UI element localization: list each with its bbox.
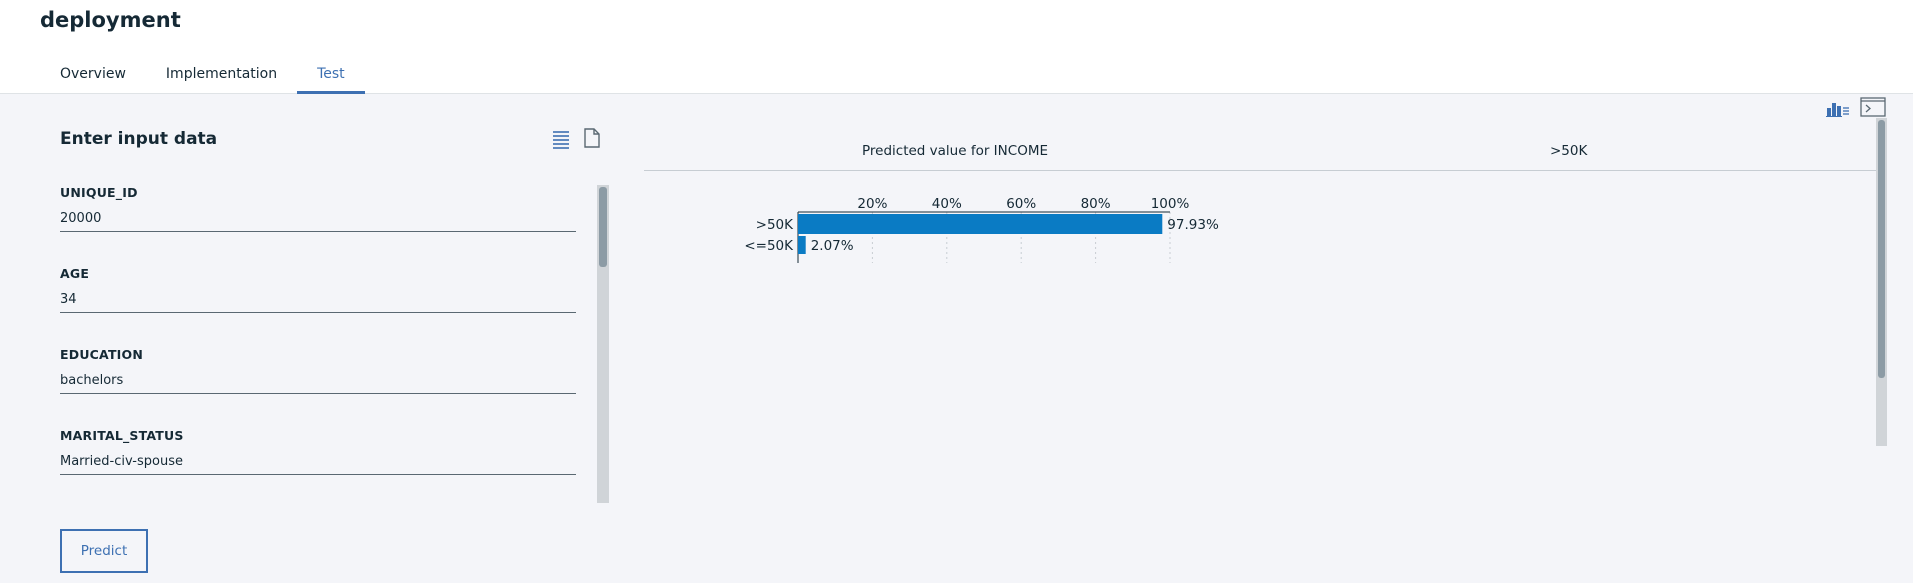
- field-label: EDUCATION: [60, 347, 144, 362]
- tab-bar: Overview Implementation Test: [40, 58, 365, 94]
- input-scrollbar[interactable]: [597, 185, 609, 503]
- field-unique-id: UNIQUE_ID: [60, 185, 576, 266]
- x-tick-label: 20%: [857, 196, 887, 212]
- bar: [798, 236, 806, 254]
- field-label: MARITAL_STATUS: [60, 428, 184, 443]
- tab-test[interactable]: Test: [297, 58, 365, 94]
- field-age: AGE: [60, 266, 576, 347]
- file-icon[interactable]: [583, 128, 601, 148]
- age-input[interactable]: [60, 286, 576, 313]
- test-panel: Enter input data UNIQUE_ID AGE EDUCATION…: [0, 95, 1913, 583]
- result-scrollbar-thumb[interactable]: [1878, 120, 1885, 378]
- field-marital-status: MARITAL_STATUS: [60, 428, 576, 509]
- marital-status-input[interactable]: [60, 448, 576, 475]
- list-view-icon[interactable]: [552, 129, 570, 149]
- result-scrollbar[interactable]: [1876, 118, 1887, 446]
- x-tick-label: 100%: [1151, 196, 1190, 212]
- tab-implementation[interactable]: Implementation: [165, 66, 278, 82]
- x-tick-label: 60%: [1006, 196, 1036, 212]
- prediction-value: >50K: [1550, 143, 1588, 159]
- page-header: deployment Overview Implementation Test: [0, 0, 1913, 94]
- console-icon[interactable]: [1860, 97, 1886, 117]
- input-fields: UNIQUE_ID AGE EDUCATION MARITAL_STATUS: [60, 185, 576, 509]
- bar: [798, 214, 1163, 234]
- chart-view-icon[interactable]: [1826, 99, 1850, 117]
- unique-id-input[interactable]: [60, 205, 576, 232]
- input-panel-title: Enter input data: [60, 129, 218, 149]
- field-label: AGE: [60, 266, 90, 281]
- category-label: <=50K: [744, 238, 794, 254]
- education-input[interactable]: [60, 367, 576, 394]
- predict-button[interactable]: Predict: [60, 529, 148, 573]
- page-title: deployment: [40, 8, 181, 32]
- prediction-label: Predicted value for INCOME: [862, 143, 1048, 159]
- field-education: EDUCATION: [60, 347, 576, 428]
- data-label: 2.07%: [811, 238, 854, 254]
- prediction-result: Predicted value for INCOME >50K: [644, 143, 1878, 171]
- tab-overview[interactable]: Overview: [60, 66, 126, 82]
- data-label: 97.93%: [1167, 217, 1219, 233]
- probability-chart: 20% 40% 60% 80% 100% >50K 97.93% <=50K 2.07%: [744, 196, 1219, 263]
- x-tick-label: 80%: [1081, 196, 1111, 212]
- x-tick-label: 40%: [932, 196, 962, 212]
- field-label: UNIQUE_ID: [60, 185, 138, 200]
- category-label: >50K: [756, 217, 794, 233]
- input-scrollbar-thumb[interactable]: [599, 187, 607, 267]
